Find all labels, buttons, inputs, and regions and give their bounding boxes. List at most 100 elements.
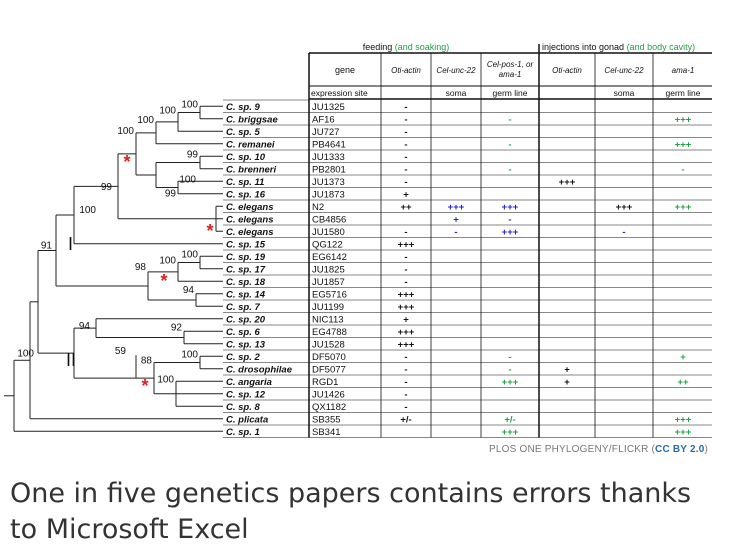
species-name: C. sp. 16	[226, 190, 266, 201]
strain-id: EG6142	[312, 252, 347, 263]
strain-id: SB341	[312, 427, 341, 438]
species-name: C. angaria	[226, 377, 272, 388]
value-cell: -	[508, 365, 511, 376]
value-cell: +++	[398, 327, 415, 338]
value-cell: +	[453, 215, 459, 226]
bootstrap-value: 100	[137, 115, 154, 126]
species-name: C. elegans	[226, 215, 274, 226]
strain-id: JU1199	[312, 302, 344, 313]
column-header: Cel-unc-22	[436, 66, 476, 75]
value-cell: +/-	[400, 415, 411, 426]
species-name: C. sp. 6	[226, 327, 261, 338]
license-link[interactable]: CC BY 2.0	[655, 444, 704, 455]
value-cell: +++	[502, 427, 519, 438]
data-table: feeding (and soaking) injections into gon…	[223, 42, 712, 438]
species-name: C. drosophilae	[226, 365, 293, 376]
species-name: C. sp. 13	[226, 340, 266, 351]
bootstrap-value: 99	[165, 188, 177, 199]
column-header: Oti-actin	[391, 66, 421, 75]
value-cell: -	[404, 177, 407, 188]
strain-id: JU1580	[312, 227, 345, 238]
strain-id: JU1528	[312, 340, 345, 351]
strain-id: AF16	[312, 115, 335, 126]
value-cell: +	[680, 352, 686, 363]
site-label: soma	[446, 88, 467, 98]
strain-id: JU1825	[312, 265, 345, 276]
value-cell: -	[404, 265, 407, 276]
value-cell: +++	[398, 340, 415, 351]
bootstrap-value: 100	[181, 99, 198, 110]
species-name: C. sp. 1	[226, 427, 260, 438]
value-cell: -	[508, 115, 511, 126]
species-name: C. sp. 18	[226, 277, 266, 288]
strain-id: JU1333	[312, 152, 345, 163]
bootstrap-value: 100	[17, 348, 34, 359]
species-name: C. sp. 19	[226, 252, 266, 263]
article-headline[interactable]: One in five genetics papers contains err…	[10, 476, 710, 548]
bootstrap-value: 99	[101, 182, 113, 193]
value-cell: -	[404, 102, 407, 113]
value-cell: +	[403, 315, 409, 326]
value-cell: ++	[400, 202, 412, 213]
value-cell: -	[404, 277, 407, 288]
species-name: C. elegans	[226, 227, 274, 238]
value-cell: +++	[448, 202, 465, 213]
clade-label-II: II	[66, 350, 76, 370]
value-cell: -	[404, 365, 407, 376]
gene-header: gene	[335, 65, 355, 75]
asterisk-mark: *	[160, 271, 167, 291]
strain-id: N2	[312, 202, 324, 213]
bootstrap-value: 100	[159, 106, 176, 117]
value-cell: +++	[616, 202, 633, 213]
species-name: C. briggsae	[226, 115, 278, 126]
value-cell: -	[508, 215, 511, 226]
value-cell: -	[404, 377, 407, 388]
bootstrap-value: 100	[157, 374, 174, 385]
asterisk-mark: *	[123, 152, 130, 172]
strain-id: JU1373	[312, 177, 345, 188]
asterisk-mark: *	[206, 221, 213, 241]
value-cell: +++	[502, 202, 519, 213]
value-cell: +++	[502, 227, 519, 238]
value-cell: -	[454, 227, 457, 238]
strain-id: JU727	[312, 127, 339, 138]
species-name: C. remanei	[226, 140, 275, 151]
feeding-title: feeding (and soaking)	[363, 42, 450, 52]
value-cell: +++	[559, 177, 576, 188]
credit-close: )	[704, 444, 708, 455]
strain-id: EG4788	[312, 327, 347, 338]
strain-id: PB4641	[312, 140, 346, 151]
column-header-line2: ama-1	[499, 70, 522, 79]
value-cell: +/-	[504, 415, 515, 426]
species-name: C. sp. 15	[226, 240, 266, 251]
value-cell: +++	[398, 290, 415, 301]
bootstrap-value: 94	[79, 321, 91, 332]
value-cell: +	[564, 365, 570, 376]
value-cell: -	[404, 402, 407, 413]
column-header: Cel-unc-22	[604, 66, 644, 75]
value-cell: -	[622, 227, 625, 238]
species-name: C. sp. 8	[226, 402, 261, 413]
value-cell: -	[404, 165, 407, 176]
species-name: C. sp. 17	[226, 265, 266, 276]
value-cell: +++	[398, 302, 415, 313]
value-cell: +++	[398, 240, 415, 251]
injections-title: injections into gonad (and body cavity)	[542, 42, 695, 52]
value-cell: +++	[675, 202, 692, 213]
expression-site-header: expression site	[311, 88, 368, 98]
value-cell: +++	[675, 140, 692, 151]
site-label: soma	[614, 88, 635, 98]
value-cell: -	[508, 352, 511, 363]
strain-id: JU1325	[312, 102, 345, 113]
feeding-note: (and soaking)	[395, 42, 450, 52]
strain-id: QG122	[312, 240, 343, 251]
bootstrap-value: 98	[135, 262, 147, 273]
bootstrap-value: 91	[41, 240, 53, 251]
phylogeny-figure: 1001001001009999991001001001009894919294…	[0, 0, 730, 440]
value-cell: -	[404, 152, 407, 163]
bootstrap-value: 100	[179, 174, 196, 185]
value-cell: -	[404, 252, 407, 263]
bootstrap-value: 100	[79, 205, 96, 216]
value-cell: -	[508, 140, 511, 151]
value-cell: +	[403, 190, 409, 201]
